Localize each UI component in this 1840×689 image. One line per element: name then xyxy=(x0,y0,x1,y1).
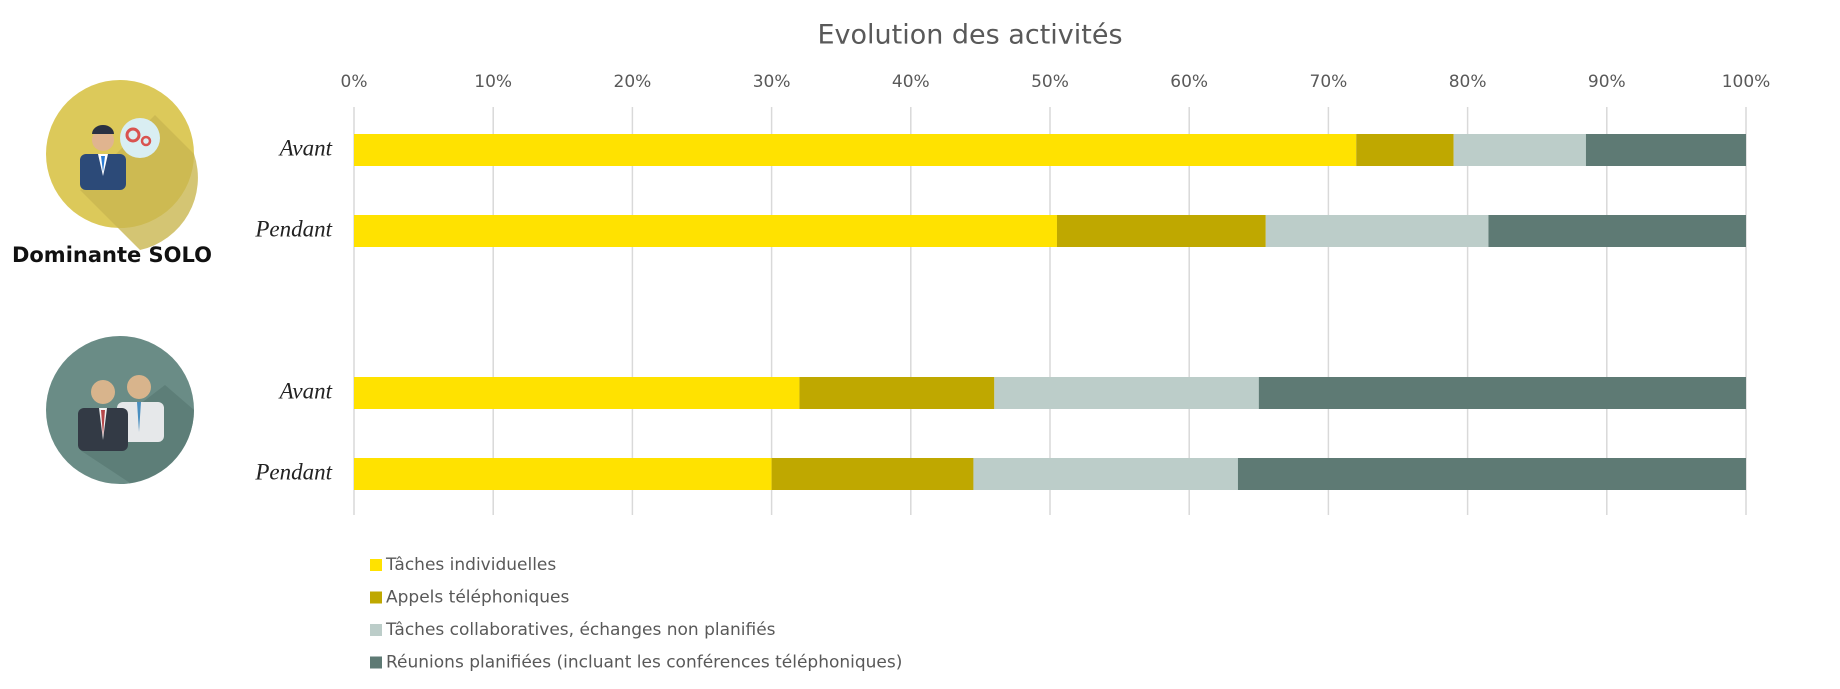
legend-label: Réunions planifiées (incluant les confér… xyxy=(386,653,902,673)
x-tick-label: 30% xyxy=(753,72,791,92)
bar-segment xyxy=(354,377,800,409)
legend-swatch xyxy=(370,591,382,604)
x-tick-label: 90% xyxy=(1588,72,1626,92)
x-tick-label: 60% xyxy=(1170,72,1208,92)
legend-label: Tâches individuelles xyxy=(385,555,556,575)
bar-segment xyxy=(1585,134,1746,166)
x-tick-label: 20% xyxy=(614,72,652,92)
bar-segment xyxy=(1056,215,1266,247)
bar-segment xyxy=(354,215,1057,247)
bar-segment xyxy=(1265,215,1489,247)
x-tick-label: 100% xyxy=(1722,72,1771,92)
x-tick-label: 80% xyxy=(1449,72,1487,92)
legend-label: Tâches collaboratives, échanges non plan… xyxy=(385,620,776,640)
x-tick-label: 10% xyxy=(474,72,512,92)
bar-segment xyxy=(799,377,995,409)
y-tick-label: Avant xyxy=(278,135,333,160)
legend-swatch xyxy=(370,624,382,636)
legend-swatch xyxy=(370,559,382,571)
team-icon xyxy=(46,336,194,484)
bar-segment xyxy=(1356,134,1454,166)
bar-segment xyxy=(973,458,1238,490)
bar-segment xyxy=(1258,377,1746,409)
bar-segment xyxy=(1488,215,1746,247)
y-tick-label: Pendant xyxy=(254,459,332,484)
y-tick-label: Avant xyxy=(278,378,333,403)
bar-segment xyxy=(771,458,974,490)
bar-segment xyxy=(354,458,772,490)
bar-segment xyxy=(1453,134,1586,166)
legend-label: Appels téléphoniques xyxy=(386,588,569,608)
chart-title: Evolution des activités xyxy=(817,20,1122,51)
bar-segment xyxy=(1237,458,1746,490)
bar-segment xyxy=(994,377,1259,409)
x-tick-label: 50% xyxy=(1031,72,1069,92)
y-tick-label: Pendant xyxy=(254,216,332,241)
x-tick-label: 40% xyxy=(892,72,930,92)
solo-icon xyxy=(46,80,198,250)
legend-swatch xyxy=(370,656,382,669)
x-tick-label: 0% xyxy=(341,72,368,92)
bar-segment xyxy=(354,134,1357,166)
x-tick-label: 70% xyxy=(1310,72,1348,92)
annotation: Dominante SOLO xyxy=(12,243,212,267)
